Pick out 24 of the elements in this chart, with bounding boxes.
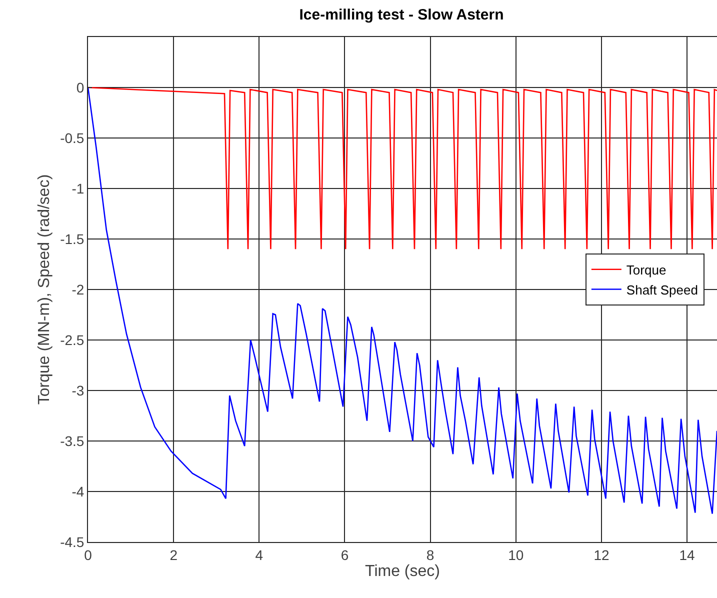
y-tick-label: -2 <box>72 281 84 298</box>
y-tick-label: -1 <box>72 180 84 196</box>
x-tick-label: 14 <box>679 546 696 563</box>
y-tick-label: -4 <box>72 483 84 500</box>
x-tick-label: 2 <box>170 546 178 563</box>
legend-label: Shaft Speed <box>626 282 698 298</box>
x-axis-title: Time (sec) <box>365 562 440 580</box>
y-tick-label: -3.5 <box>60 432 84 449</box>
legend-label: Torque <box>626 262 666 278</box>
x-tick-label: 4 <box>255 546 264 563</box>
y-tick-label: -0.5 <box>60 130 84 146</box>
y-tick-label: -2.5 <box>60 332 84 348</box>
line-series <box>88 86 717 514</box>
y-axis-title: Torque (MN-m), Speed (rad/sec) <box>36 174 53 405</box>
x-tick-label: 8 <box>426 546 434 563</box>
line-series <box>88 86 717 250</box>
x-tick-label: 12 <box>594 546 610 563</box>
y-tick-label: 0 <box>76 79 84 96</box>
y-tick-label: -3 <box>72 382 84 398</box>
y-tick-label: -4.5 <box>60 534 84 550</box>
x-tick-label: 10 <box>508 546 524 563</box>
x-tick-label: 6 <box>340 546 349 563</box>
y-tick-label: -1.5 <box>60 230 84 247</box>
chart-title: Ice-milling test - Slow Astern <box>299 6 504 24</box>
